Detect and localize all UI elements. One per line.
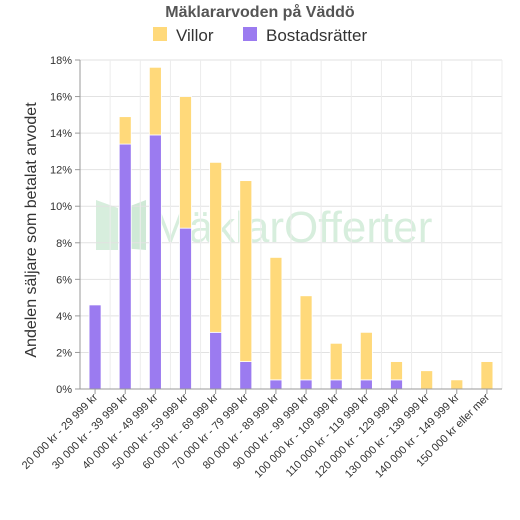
bar-bostadsrtter-7 (299, 379, 313, 390)
bar-villor-8 (329, 342, 343, 381)
bar-villor-7 (299, 295, 313, 381)
watermark-text: MäklarOfferter (152, 203, 432, 252)
bar-bostadsrtter-4 (209, 331, 223, 390)
y-tick-label: 18% (50, 55, 72, 67)
bar-bostadsrtter-9 (359, 379, 373, 390)
bar-villor-13 (480, 361, 494, 390)
y-tick-label: 4% (56, 311, 72, 323)
y-tick-label: 6% (56, 274, 72, 286)
bars (88, 66, 494, 390)
y-tick-label: 16% (50, 92, 72, 104)
bar-bostadsrtter-3 (179, 227, 192, 390)
watermark-logo (96, 200, 118, 250)
bar-villor-2 (148, 66, 162, 136)
y-axis-label: Andelen säljare som betalat arvodet (23, 102, 40, 358)
chart-title: Mäklararvoden på Väddö (165, 3, 355, 21)
bar-villor-3 (179, 96, 192, 229)
bar-villor-5 (239, 180, 253, 362)
bar-villor-1 (118, 116, 132, 145)
bar-bostadsrtter-8 (329, 379, 343, 390)
axes (79, 60, 502, 390)
bar-villor-11 (420, 370, 434, 390)
legend-swatch-villor (153, 27, 167, 41)
bar-bostadsrtter-10 (390, 379, 403, 390)
y-tick-label: 12% (50, 165, 72, 177)
bar-bostadsrtter-5 (239, 361, 253, 390)
bar-bostadsrtter-2 (148, 134, 162, 390)
bar-bostadsrtter-6 (269, 379, 283, 390)
y-tick-label: 0% (56, 384, 72, 396)
y-tick-label: 14% (50, 128, 72, 140)
legend-swatch-bostadsratter (243, 27, 257, 41)
y-tick-label: 2% (56, 347, 72, 359)
bar-bostadsrtter-1 (118, 143, 132, 390)
bar-villor-10 (390, 361, 403, 381)
bar-villor-6 (269, 256, 283, 381)
y-tick-label: 8% (56, 238, 72, 250)
legend-label-bostadsratter: Bostadsrätter (266, 26, 367, 45)
y-tick-label: 10% (50, 201, 72, 213)
legend: Villor Bostadsrätter (153, 26, 367, 45)
watermark: MäklarOfferter (96, 200, 432, 252)
legend-label-villor: Villor (176, 26, 214, 45)
bar-villor-12 (450, 379, 464, 390)
bar-villor-9 (359, 331, 373, 381)
bar-villor-4 (209, 161, 223, 333)
y-ticks: 0% 2% 4% 6% 8% 10% 12% 14% 16% 18% (50, 55, 80, 396)
bar-bostadsrtter-0 (88, 304, 102, 390)
